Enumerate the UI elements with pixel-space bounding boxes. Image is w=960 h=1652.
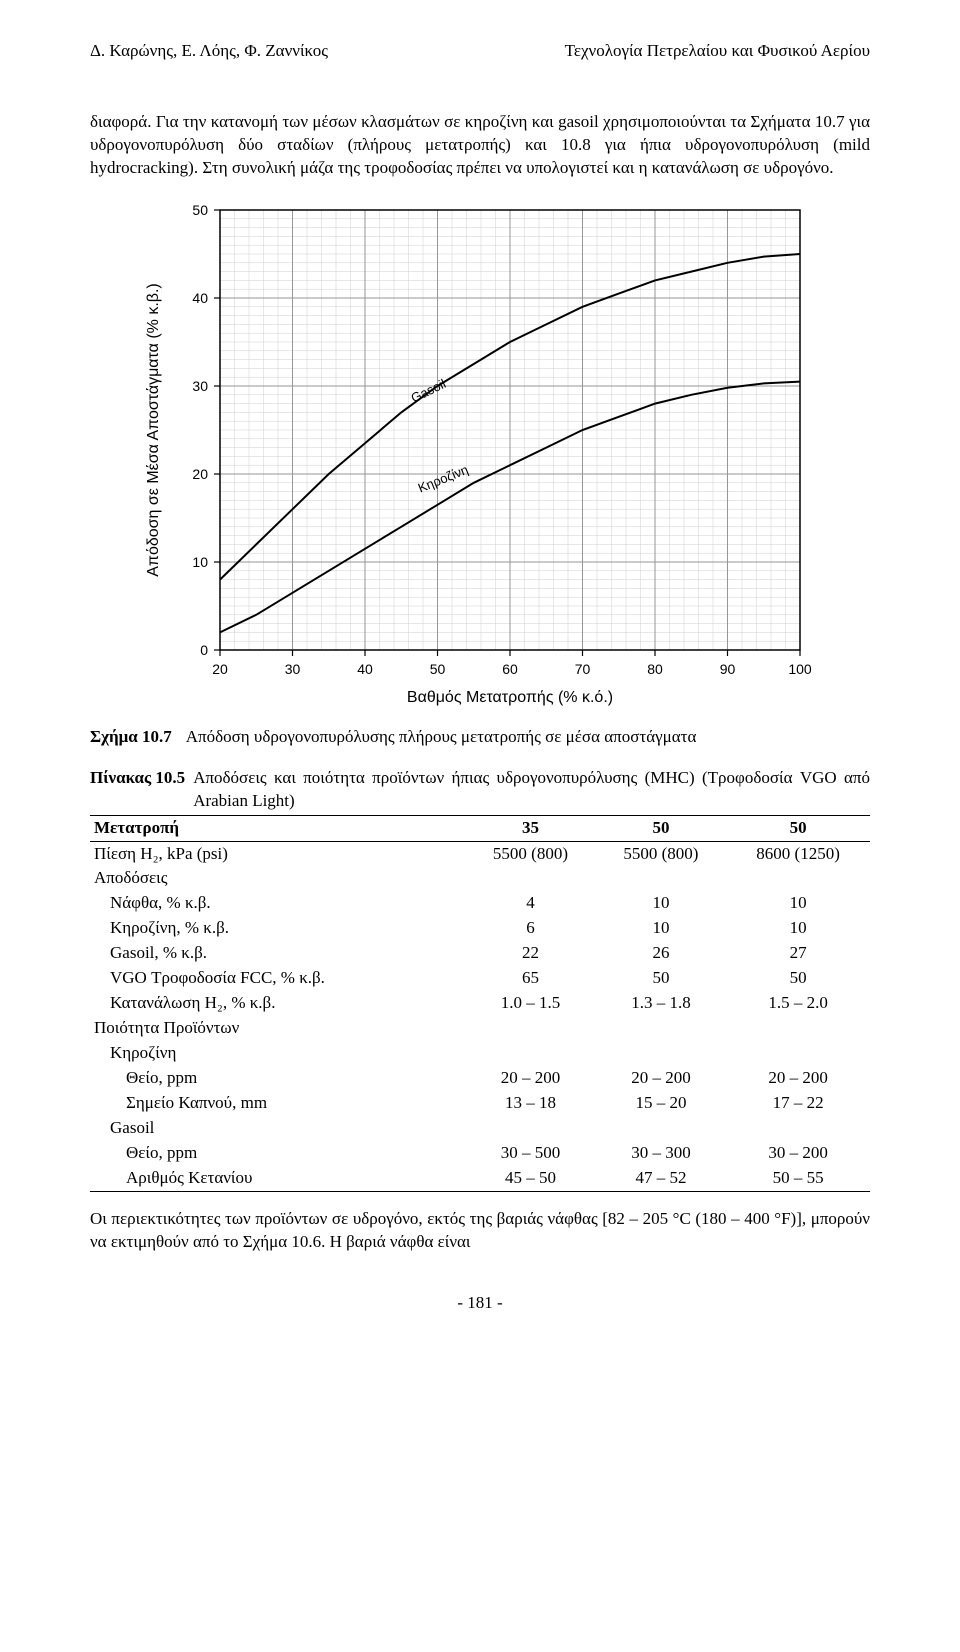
table-row-label: Θείο, ppm [90, 1141, 465, 1166]
chart-svg: 20 30 40 50 60 70 80 90 100 0 10 20 30 40 50 Βαθμός Μετ… [130, 190, 830, 720]
table-row-label: Θείο, ppm [90, 1066, 465, 1091]
table-cell: 50 [726, 966, 870, 991]
table-cell [596, 1041, 726, 1066]
table-cell [596, 1016, 726, 1041]
table-cell: 20 – 200 [596, 1066, 726, 1091]
table-cell: 10 [596, 916, 726, 941]
table-cell: 17 – 22 [726, 1091, 870, 1116]
svg-text:10: 10 [192, 554, 208, 570]
svg-text:Απόδοση σε Μέσα Αποστάγματα (%: Απόδοση σε Μέσα Αποστάγματα (% κ.β.) [145, 283, 162, 577]
svg-text:80: 80 [647, 661, 663, 677]
page-number: - 181 - [90, 1292, 870, 1315]
table-cell: 50 – 55 [726, 1166, 870, 1191]
table-row-label: Ποιότητα Προϊόντων [90, 1016, 465, 1041]
table-cell [596, 866, 726, 891]
table-cell: 13 – 18 [465, 1091, 595, 1116]
table-cell: 47 – 52 [596, 1166, 726, 1191]
table-cell [465, 1116, 595, 1141]
table-cell: 50 [596, 966, 726, 991]
svg-text:70: 70 [575, 661, 591, 677]
svg-text:0: 0 [200, 642, 208, 658]
table-cell: 1.0 – 1.5 [465, 991, 595, 1016]
table-row-label: Αποδόσεις [90, 866, 465, 891]
table-cell: 27 [726, 941, 870, 966]
table-cell: 65 [465, 966, 595, 991]
table-cell: 20 – 200 [726, 1066, 870, 1091]
table-cell: 10 [726, 916, 870, 941]
table-header-cell: 50 [596, 815, 726, 841]
table-cell [596, 1116, 726, 1141]
table-cell: 1.5 – 2.0 [726, 991, 870, 1016]
figure-caption: Σχήμα 10.7 Απόδοση υδρογονοπυρόλυσης πλή… [90, 726, 870, 749]
table-row-label: Κατανάλωση Η₂, % κ.β. [90, 991, 465, 1016]
table-cell [726, 1116, 870, 1141]
body-paragraph-1: διαφορά. Για την κατανομή των μέσων κλασ… [90, 111, 870, 180]
table-cell: 6 [465, 916, 595, 941]
table-cell [726, 1041, 870, 1066]
table-row-label: Σημείο Καπνού, mm [90, 1091, 465, 1116]
table-cell: 4 [465, 891, 595, 916]
table-cell: 20 – 200 [465, 1066, 595, 1091]
svg-text:Βαθμός Μετατροπής (% κ.ό.): Βαθμός Μετατροπής (% κ.ό.) [407, 689, 613, 706]
svg-text:30: 30 [192, 378, 208, 394]
table-cell: 30 – 300 [596, 1141, 726, 1166]
table-cell: 22 [465, 941, 595, 966]
caption-text: Απόδοση υδρογονοπυρόλυσης πλήρους μετατρ… [186, 726, 870, 749]
table-cell: 45 – 50 [465, 1166, 595, 1191]
table-cell [465, 866, 595, 891]
caption-label: Σχήμα 10.7 [90, 726, 186, 749]
table-cell [465, 1041, 595, 1066]
table-row-label: VGO Τροφοδοσία FCC, % κ.β. [90, 966, 465, 991]
svg-text:90: 90 [720, 661, 736, 677]
table-cell: 10 [596, 891, 726, 916]
table-cell: 15 – 20 [596, 1091, 726, 1116]
table-row-label: Πίεση Η₂, kPa (psi) [90, 841, 465, 866]
table-cell [726, 866, 870, 891]
table-row-label: Κηροζίνη [90, 1041, 465, 1066]
svg-text:40: 40 [192, 290, 208, 306]
table-header-cell: 50 [726, 815, 870, 841]
table-row-label: Gasoil, % κ.β. [90, 941, 465, 966]
table-row-label: Νάφθα, % κ.β. [90, 891, 465, 916]
table-header-cell: 35 [465, 815, 595, 841]
svg-text:60: 60 [502, 661, 518, 677]
table-cell [726, 1016, 870, 1041]
svg-text:100: 100 [788, 661, 812, 677]
table-title-text: Αποδόσεις και ποιότητα προϊόντων ήπιας υ… [193, 767, 870, 813]
table-cell: 5500 (800) [465, 841, 595, 866]
table-title-label: Πίνακας 10.5 [90, 767, 193, 813]
table-cell [465, 1016, 595, 1041]
header-authors: Δ. Καρώνης, Ε. Λόης, Φ. Ζαννίκος [90, 40, 328, 63]
table-cell: 8600 (1250) [726, 841, 870, 866]
table-cell: 26 [596, 941, 726, 966]
table-cell: 5500 (800) [596, 841, 726, 866]
table-row-label: Κηροζίνη, % κ.β. [90, 916, 465, 941]
figure-10-7: 20 30 40 50 60 70 80 90 100 0 10 20 30 40 50 Βαθμός Μετ… [130, 190, 830, 720]
svg-text:50: 50 [192, 202, 208, 218]
table-cell: 30 – 200 [726, 1141, 870, 1166]
header-title: Τεχνολογία Πετρελαίου και Φυσικού Αερίου [565, 40, 870, 63]
svg-text:40: 40 [357, 661, 373, 677]
table-header-cell: Μετατροπή [90, 815, 465, 841]
svg-text:20: 20 [212, 661, 228, 677]
svg-text:20: 20 [192, 466, 208, 482]
table-row-label: Gasoil [90, 1116, 465, 1141]
svg-text:30: 30 [285, 661, 301, 677]
table-title: Πίνακας 10.5 Αποδόσεις και ποιότητα προϊ… [90, 767, 870, 813]
table-cell: 10 [726, 891, 870, 916]
page-header: Δ. Καρώνης, Ε. Λόης, Φ. Ζαννίκος Τεχνολο… [90, 40, 870, 63]
table-cell: 30 – 500 [465, 1141, 595, 1166]
table-10-5: Μετατροπή355050Πίεση Η₂, kPa (psi)5500 (… [90, 815, 870, 1192]
svg-text:50: 50 [430, 661, 446, 677]
body-paragraph-2: Οι περιεκτικότητες των προϊόντων σε υδρο… [90, 1208, 870, 1254]
table-cell: 1.3 – 1.8 [596, 991, 726, 1016]
table-row-label: Αριθμός Κετανίου [90, 1166, 465, 1191]
